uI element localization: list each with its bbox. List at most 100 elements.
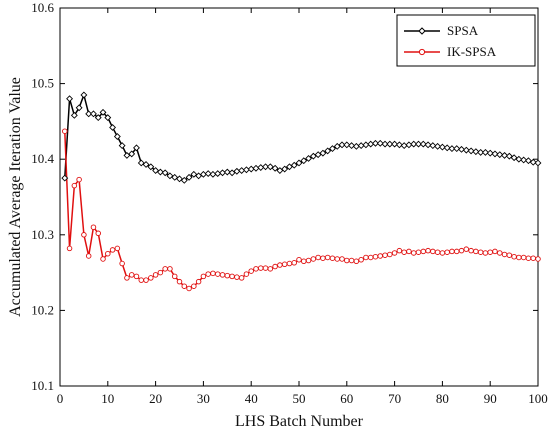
x-tick-label: 100 <box>528 391 548 406</box>
x-tick-label: 10 <box>101 391 114 406</box>
data-point-spsa <box>381 140 389 148</box>
data-point-ik-spsa <box>487 249 493 255</box>
data-point-ik-spsa <box>95 230 101 237</box>
data-point-ik-spsa <box>286 260 293 267</box>
data-point-spsa <box>223 168 231 176</box>
data-point-ik-spsa <box>324 254 331 261</box>
data-point-ik-spsa <box>296 256 302 263</box>
data-point-spsa <box>176 175 183 183</box>
data-point-spsa <box>90 110 97 118</box>
data-point-spsa <box>185 173 193 181</box>
data-point-spsa <box>438 143 446 151</box>
data-point-ik-spsa <box>468 247 474 254</box>
data-point-spsa <box>453 145 461 153</box>
data-point-spsa <box>228 169 236 177</box>
data-point-ik-spsa <box>492 248 498 255</box>
data-point-spsa <box>429 142 437 150</box>
legend-marker-ik-spsa <box>418 48 426 56</box>
y-tick-label: 10.1 <box>31 378 54 393</box>
data-point-spsa <box>376 139 384 147</box>
data-point-spsa <box>133 144 140 152</box>
data-point-spsa <box>419 140 427 148</box>
data-point-ik-spsa <box>105 250 111 257</box>
legend-box <box>396 14 536 67</box>
x-tick-label: 20 <box>149 391 162 406</box>
series-markers <box>61 91 542 292</box>
data-point-spsa <box>319 149 327 157</box>
data-point-ik-spsa <box>210 270 216 277</box>
data-point-spsa <box>85 110 93 118</box>
data-point-spsa <box>214 170 222 178</box>
data-point-spsa <box>362 141 370 149</box>
data-point-spsa <box>281 165 289 173</box>
data-point-spsa <box>257 164 265 171</box>
data-point-ik-spsa <box>195 278 202 285</box>
y-tick-label: 10.5 <box>31 76 54 91</box>
data-point-ik-spsa <box>62 128 68 134</box>
data-point-ik-spsa <box>176 278 183 285</box>
data-point-spsa <box>515 155 523 163</box>
data-point-spsa <box>496 151 504 159</box>
series-line-ik-spsa <box>64 131 539 290</box>
data-point-ik-spsa <box>401 249 407 255</box>
y-tick-label: 10.4 <box>31 151 54 166</box>
data-point-ik-spsa <box>463 246 470 252</box>
legend-label-ik-spsa: IK-SPSA <box>447 44 497 59</box>
data-point-spsa <box>338 141 346 149</box>
data-point-spsa <box>462 146 470 154</box>
data-point-spsa <box>99 108 107 116</box>
data-point-spsa <box>142 161 150 168</box>
data-point-ik-spsa <box>224 272 231 279</box>
data-point-spsa <box>415 140 422 148</box>
data-point-ik-spsa <box>305 257 312 264</box>
data-point-spsa <box>271 164 279 172</box>
data-point-ik-spsa <box>387 251 393 258</box>
x-tick-label: 30 <box>197 391 210 406</box>
data-point-spsa <box>123 151 131 159</box>
data-point-ik-spsa <box>391 250 398 256</box>
data-point-ik-spsa <box>138 277 145 283</box>
data-point-spsa <box>305 155 312 162</box>
data-point-spsa <box>61 174 69 182</box>
data-point-spsa <box>424 141 432 149</box>
data-point-ik-spsa <box>310 256 317 262</box>
data-point-ik-spsa <box>353 258 360 265</box>
data-point-ik-spsa <box>248 268 254 274</box>
data-point-spsa <box>266 163 274 171</box>
x-tick-label: 90 <box>484 391 497 406</box>
data-point-ik-spsa <box>133 273 140 280</box>
data-point-spsa <box>443 144 451 152</box>
data-point-ik-spsa <box>301 258 307 265</box>
data-point-ik-spsa <box>501 251 508 258</box>
x-tick-label: 0 <box>57 391 64 406</box>
data-point-spsa <box>481 148 489 156</box>
data-point-ik-spsa <box>277 262 283 268</box>
data-point-ik-spsa <box>334 256 340 262</box>
data-point-spsa <box>395 141 403 149</box>
data-point-spsa <box>204 170 212 178</box>
data-point-ik-spsa <box>76 176 82 183</box>
y-tick-label: 10.6 <box>31 0 54 15</box>
data-point-ik-spsa <box>420 248 427 255</box>
data-point-spsa <box>118 142 126 150</box>
data-point-ik-spsa <box>535 256 541 262</box>
data-point-spsa <box>520 156 528 164</box>
data-point-ik-spsa <box>511 253 517 260</box>
data-point-spsa <box>529 158 537 166</box>
data-point-spsa <box>491 150 499 158</box>
data-point-spsa <box>434 142 442 150</box>
data-point-ik-spsa <box>315 254 321 261</box>
data-point-ik-spsa <box>181 283 188 289</box>
data-point-spsa <box>262 163 269 171</box>
data-point-spsa <box>352 142 360 150</box>
data-point-ik-spsa <box>497 250 503 256</box>
data-point-spsa <box>80 91 88 99</box>
data-point-ik-spsa <box>157 269 164 276</box>
data-point-spsa <box>501 151 508 159</box>
data-point-ik-spsa <box>253 266 259 272</box>
data-point-spsa <box>156 168 164 176</box>
x-tick-label: 50 <box>293 391 306 406</box>
data-point-spsa <box>386 140 394 148</box>
data-point-ik-spsa <box>473 248 479 255</box>
data-point-spsa <box>286 163 293 171</box>
